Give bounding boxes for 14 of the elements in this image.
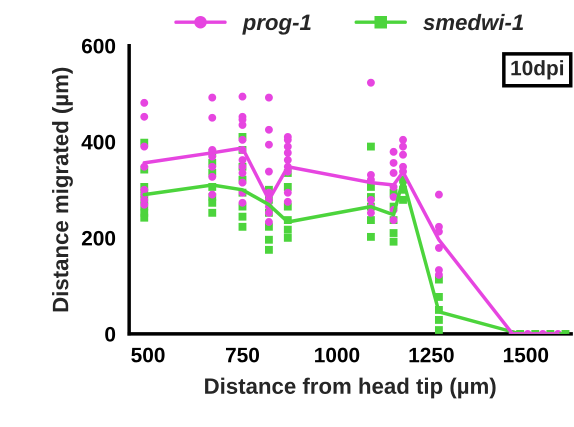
y-tick-label: 0 xyxy=(105,326,116,342)
y-tick-label: 600 xyxy=(82,38,116,54)
x-tick-label: 1500 xyxy=(504,348,548,362)
legend-label: smedwi-1 xyxy=(423,14,524,30)
x-tick-label: 1000 xyxy=(315,348,360,362)
x-tick-label: 1250 xyxy=(410,348,454,362)
annotation: 10dpi xyxy=(511,60,564,80)
y-axis-title: Distance migrated (µm) xyxy=(52,68,73,312)
y-tick-label: 400 xyxy=(82,134,116,150)
x-axis-title: Distance from head tip (µm) xyxy=(205,378,496,398)
y-tick-label: 200 xyxy=(82,230,116,246)
legend-label: prog-1 xyxy=(242,14,311,35)
x-tick-label: 500 xyxy=(131,348,165,362)
x-tick-label: 750 xyxy=(226,348,260,362)
